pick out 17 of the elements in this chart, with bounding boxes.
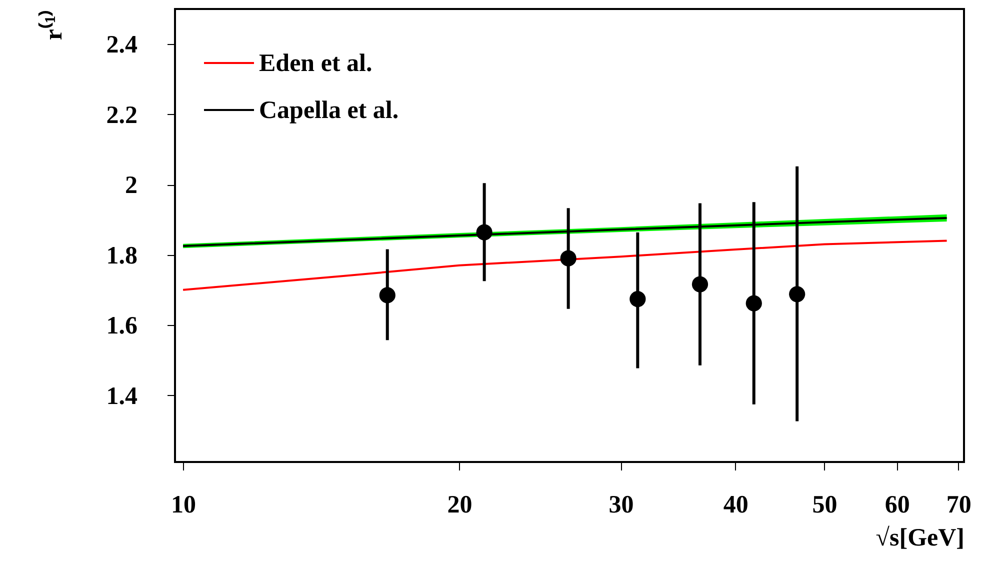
y-tick-label: 1.8 [106,242,138,270]
y-tick-label: 2.4 [106,32,138,59]
y-tick-label: 1.4 [106,382,138,410]
x-tick-label: 40 [723,492,748,518]
x-tick-label: 60 [884,492,910,518]
x-tick-label: 30 [608,492,634,518]
legend-label: Eden et al. [259,50,372,77]
x-tick-label: 10 [171,492,196,518]
y-tick-label: 2.2 [106,102,138,129]
y-axis-title: r⁽¹⁾ [37,10,68,40]
x-tick-label: 50 [812,492,838,518]
x-tick-label: 20 [447,492,472,518]
y-tick-label: 1.6 [106,312,138,340]
x-tick-label: 70 [946,492,972,518]
x-axis-title: √s[GeV] [876,524,964,552]
y-tick-label: 2 [125,172,138,200]
legend-label: Capella et al. [259,97,399,124]
